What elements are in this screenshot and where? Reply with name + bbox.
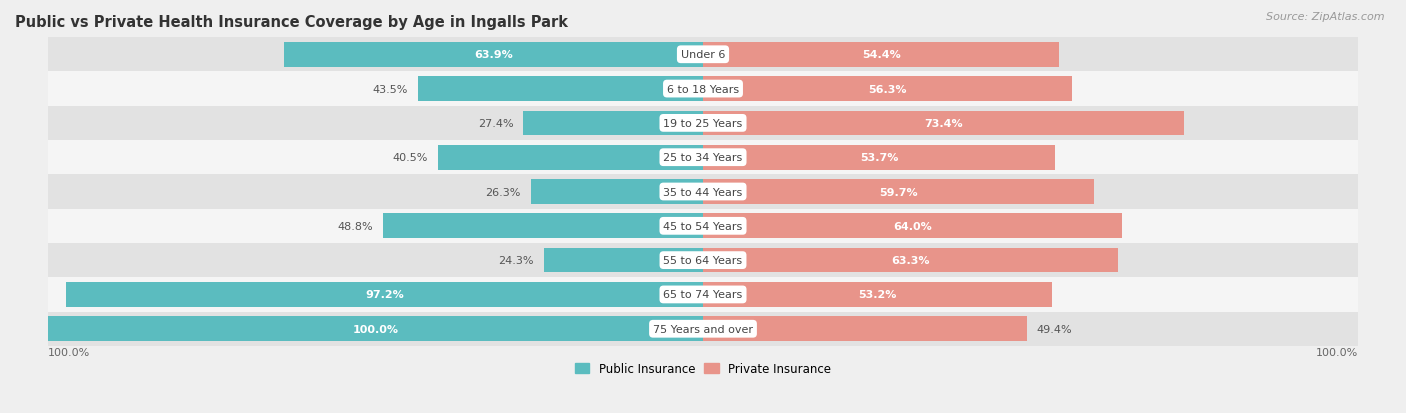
Text: 6 to 18 Years: 6 to 18 Years — [666, 84, 740, 94]
Bar — [530, 180, 703, 204]
Bar — [544, 248, 703, 273]
Bar — [703, 43, 1060, 67]
Text: 64.0%: 64.0% — [893, 221, 932, 231]
Bar — [703, 180, 1094, 204]
Text: 56.3%: 56.3% — [868, 84, 907, 94]
Bar — [418, 77, 703, 102]
Text: 45 to 54 Years: 45 to 54 Years — [664, 221, 742, 231]
Bar — [523, 111, 703, 136]
Bar — [703, 214, 1122, 239]
Bar — [66, 282, 703, 307]
Bar — [48, 209, 1358, 243]
Text: 19 to 25 Years: 19 to 25 Years — [664, 119, 742, 128]
Text: 43.5%: 43.5% — [373, 84, 408, 94]
Bar — [703, 248, 1118, 273]
Text: 35 to 44 Years: 35 to 44 Years — [664, 187, 742, 197]
Bar — [703, 145, 1054, 170]
Text: 55 to 64 Years: 55 to 64 Years — [664, 256, 742, 266]
Bar — [703, 317, 1026, 341]
Bar — [48, 278, 1358, 312]
Text: 54.4%: 54.4% — [862, 50, 901, 60]
Bar — [384, 214, 703, 239]
Text: 100.0%: 100.0% — [1316, 347, 1358, 357]
Bar — [703, 282, 1052, 307]
Text: 24.3%: 24.3% — [499, 256, 534, 266]
Legend: Public Insurance, Private Insurance: Public Insurance, Private Insurance — [571, 358, 835, 380]
Text: Public vs Private Health Insurance Coverage by Age in Ingalls Park: Public vs Private Health Insurance Cover… — [15, 15, 568, 30]
Bar — [703, 111, 1184, 136]
Bar — [48, 312, 1358, 346]
Text: 49.4%: 49.4% — [1036, 324, 1073, 334]
Bar — [437, 145, 703, 170]
Text: 53.2%: 53.2% — [858, 290, 897, 300]
Text: 65 to 74 Years: 65 to 74 Years — [664, 290, 742, 300]
Text: 48.8%: 48.8% — [337, 221, 374, 231]
Bar — [48, 38, 1358, 72]
Bar — [48, 141, 1358, 175]
Bar — [48, 107, 1358, 141]
Text: 63.3%: 63.3% — [891, 256, 929, 266]
Text: 73.4%: 73.4% — [924, 119, 963, 128]
Bar — [48, 243, 1358, 278]
Text: 63.9%: 63.9% — [474, 50, 513, 60]
Text: 26.3%: 26.3% — [485, 187, 520, 197]
Text: Source: ZipAtlas.com: Source: ZipAtlas.com — [1267, 12, 1385, 22]
Text: 27.4%: 27.4% — [478, 119, 513, 128]
Text: 75 Years and over: 75 Years and over — [652, 324, 754, 334]
Text: 100.0%: 100.0% — [353, 324, 398, 334]
Text: 53.7%: 53.7% — [859, 153, 898, 163]
Bar — [48, 175, 1358, 209]
Text: 97.2%: 97.2% — [366, 290, 404, 300]
Text: Under 6: Under 6 — [681, 50, 725, 60]
Text: 25 to 34 Years: 25 to 34 Years — [664, 153, 742, 163]
Text: 59.7%: 59.7% — [879, 187, 918, 197]
Bar — [703, 77, 1071, 102]
Bar — [48, 72, 1358, 107]
Text: 40.5%: 40.5% — [392, 153, 427, 163]
Bar — [48, 317, 703, 341]
Bar — [284, 43, 703, 67]
Text: 100.0%: 100.0% — [48, 347, 90, 357]
